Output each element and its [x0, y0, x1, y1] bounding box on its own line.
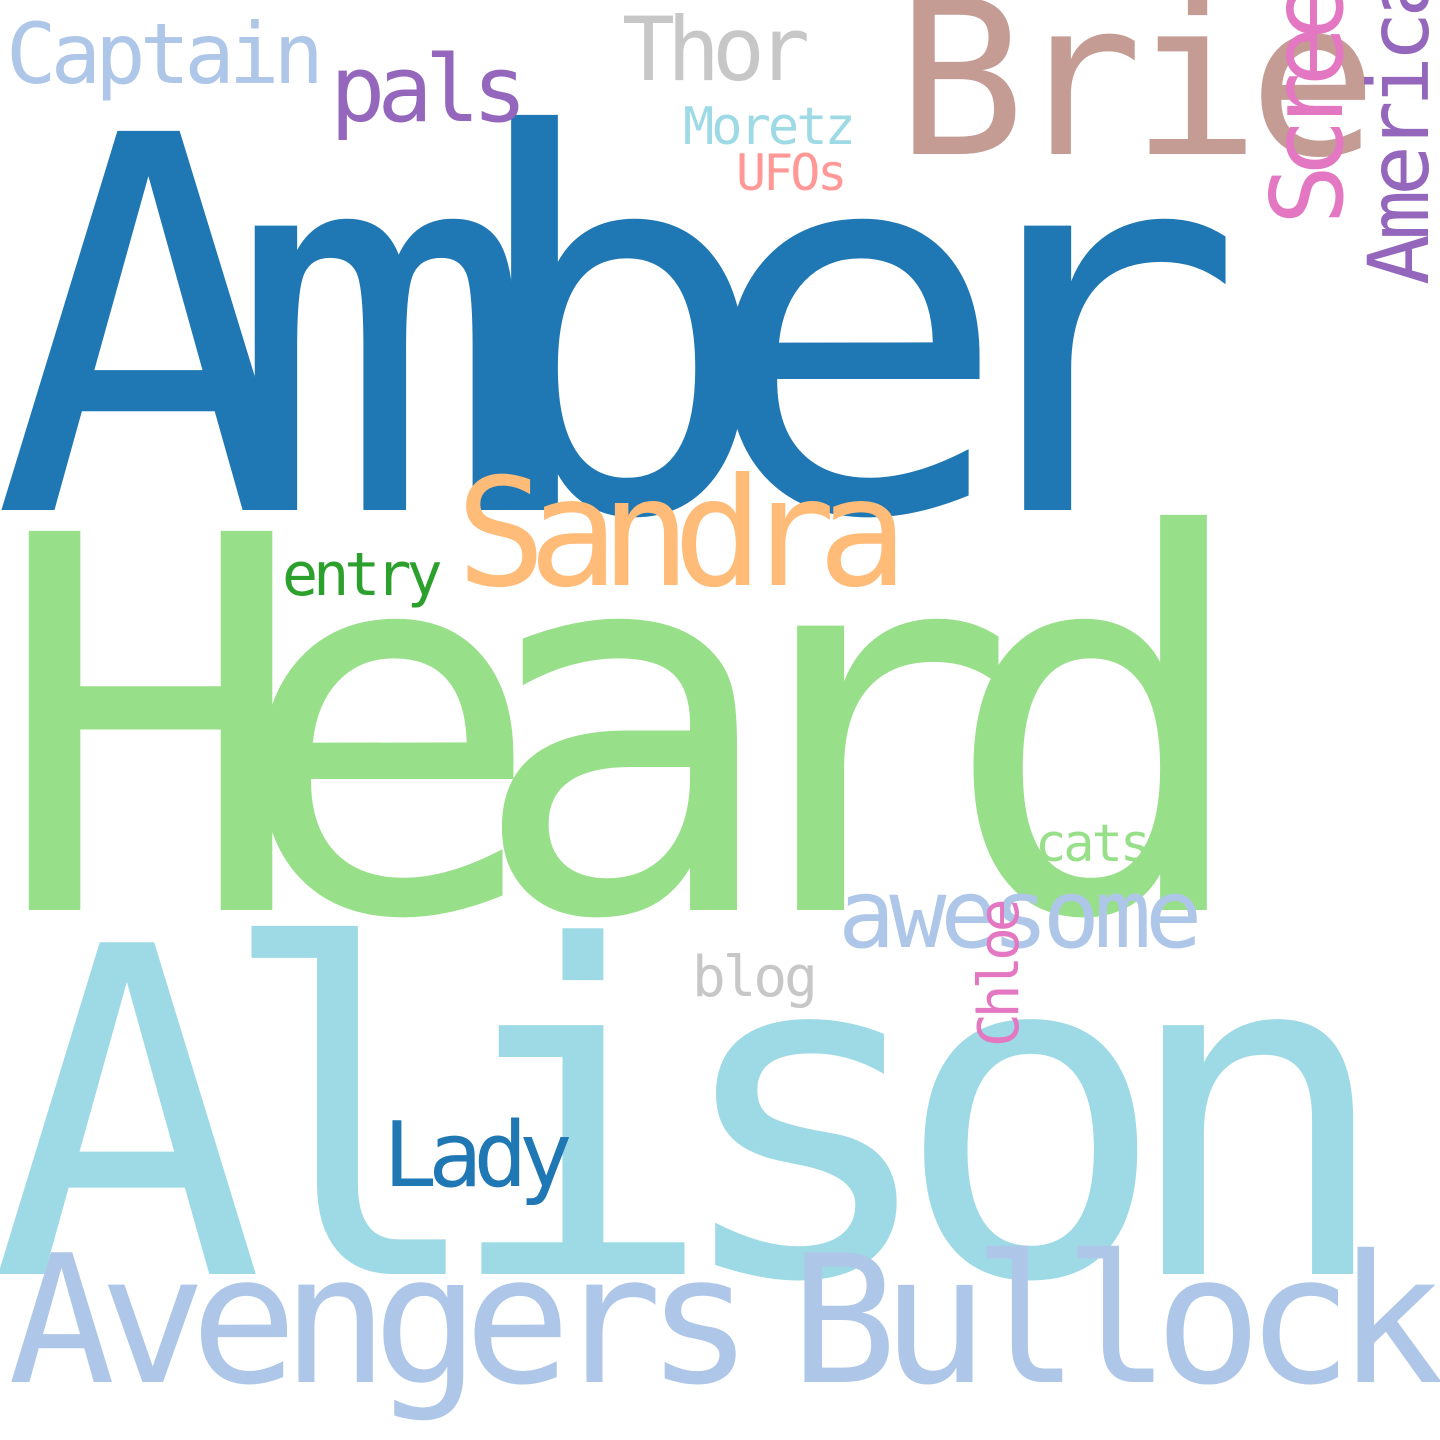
word-sandra: Sandra: [456, 447, 908, 621]
word-avengers: Avengers: [8, 1217, 753, 1424]
word-pals: pals: [330, 36, 528, 143]
word-moretz: Moretz: [683, 97, 856, 157]
word-america: America: [1350, 0, 1440, 285]
word-ufos: UFOs: [736, 144, 847, 202]
word-amber: Amber: [0, 27, 1245, 633]
word-thor: Thor: [622, 0, 810, 101]
word-blog: blog: [692, 945, 818, 1010]
word-entry: entry: [282, 540, 443, 610]
word-lady: Lady: [383, 1103, 573, 1208]
word-brie: Brie: [896, 0, 1378, 205]
word-bullock: Bullock: [790, 1217, 1440, 1424]
word-awesome: awesome: [838, 860, 1202, 970]
word-screencr: ScreenCr: [1249, 0, 1366, 225]
word-heard: Heard: [0, 427, 1255, 1033]
word-captain: Captain: [6, 5, 324, 103]
word-cats: cats: [1035, 814, 1151, 874]
word-chloe: Chloe: [967, 903, 1032, 1047]
word-alison: Alison: [0, 853, 1394, 1382]
